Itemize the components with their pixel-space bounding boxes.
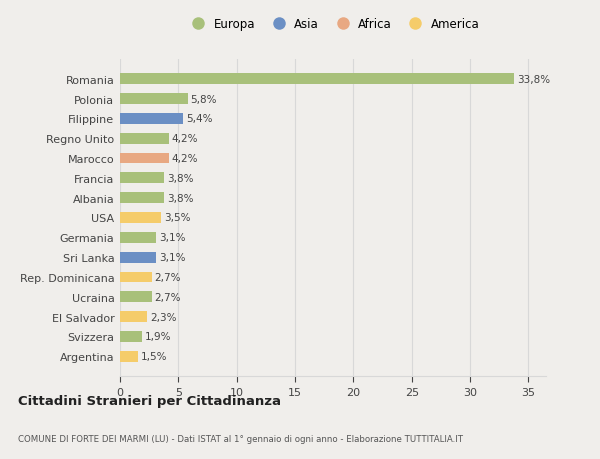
Bar: [120, 312, 147, 322]
Text: 3,1%: 3,1%: [159, 252, 185, 263]
Text: 5,8%: 5,8%: [191, 94, 217, 104]
Text: 5,4%: 5,4%: [186, 114, 212, 124]
Text: 3,5%: 3,5%: [164, 213, 190, 223]
Bar: [120, 213, 161, 224]
Text: 2,7%: 2,7%: [154, 272, 181, 282]
Text: Cittadini Stranieri per Cittadinanza: Cittadini Stranieri per Cittadinanza: [18, 394, 281, 407]
Bar: [120, 114, 183, 124]
Bar: [120, 331, 142, 342]
Text: 33,8%: 33,8%: [517, 74, 551, 84]
Text: 1,9%: 1,9%: [145, 332, 172, 342]
Text: 3,8%: 3,8%: [167, 193, 194, 203]
Bar: [120, 193, 164, 204]
Bar: [120, 134, 169, 144]
Bar: [120, 74, 514, 85]
Legend: Europa, Asia, Africa, America: Europa, Asia, Africa, America: [187, 18, 479, 31]
Bar: [120, 153, 169, 164]
Text: 2,3%: 2,3%: [150, 312, 176, 322]
Bar: [120, 292, 152, 302]
Text: 4,2%: 4,2%: [172, 134, 199, 144]
Text: 3,1%: 3,1%: [159, 233, 185, 243]
Bar: [120, 351, 137, 362]
Bar: [120, 252, 156, 263]
Bar: [120, 232, 156, 243]
Text: 1,5%: 1,5%: [140, 352, 167, 362]
Text: 4,2%: 4,2%: [172, 154, 199, 164]
Text: 3,8%: 3,8%: [167, 174, 194, 184]
Bar: [120, 272, 152, 283]
Bar: [120, 94, 188, 105]
Text: COMUNE DI FORTE DEI MARMI (LU) - Dati ISTAT al 1° gennaio di ogni anno - Elabora: COMUNE DI FORTE DEI MARMI (LU) - Dati IS…: [18, 434, 463, 442]
Bar: [120, 173, 164, 184]
Text: 2,7%: 2,7%: [154, 292, 181, 302]
